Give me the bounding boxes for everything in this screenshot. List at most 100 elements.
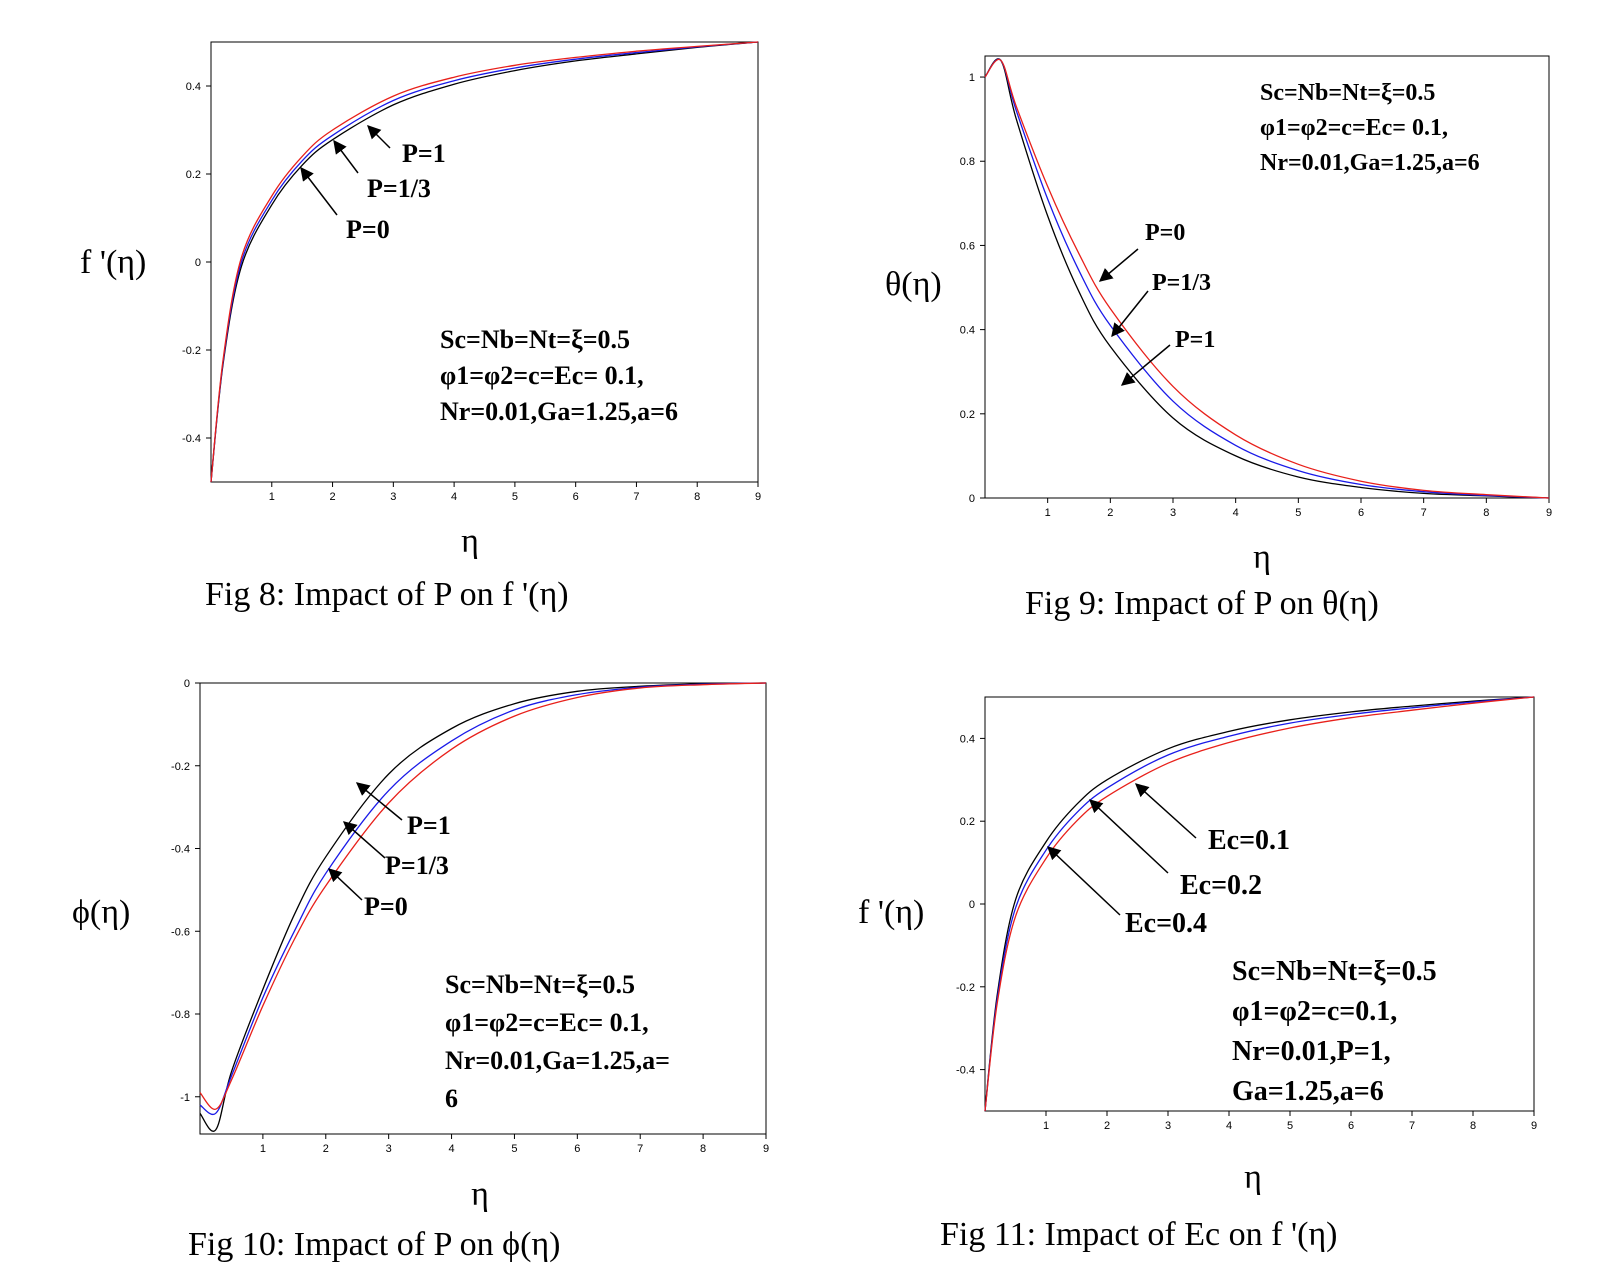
x-tick-label: 5 <box>1295 507 1301 519</box>
y-axis-label: f '(η) <box>858 894 924 931</box>
y-tick-label: 0 <box>969 899 975 911</box>
label-arrow <box>1111 290 1149 338</box>
y-tick-labels: 0.4 0.2 0 -0.2 -0.4 <box>956 733 985 1077</box>
x-tick-label: 5 <box>512 491 518 503</box>
y-axis-label: θ(η) <box>885 266 942 303</box>
x-tick-label: 5 <box>1287 1120 1293 1132</box>
x-tick-labels: 1 2 3 4 5 6 7 8 9 <box>260 1134 769 1155</box>
series-lines <box>199 682 767 1132</box>
series-lines <box>984 696 1535 1112</box>
y-tick-label: -0.2 <box>956 982 975 994</box>
x-tick-label: 8 <box>1470 1120 1476 1132</box>
series-line-p-1 <box>199 682 767 1132</box>
x-tick-label: 7 <box>637 1143 643 1155</box>
y-tick-label: 0.6 <box>960 240 975 252</box>
x-axis-label: η <box>1244 1159 1262 1196</box>
label-arrow <box>1134 783 1197 839</box>
series-line-ec-0-2 <box>984 696 1535 1112</box>
x-tick-label: 4 <box>451 491 457 503</box>
parameter-line: Sc=Nb=Nt=ξ=0.5 <box>1232 956 1437 987</box>
y-tick-label: 0.8 <box>960 156 975 168</box>
x-tick-label: 7 <box>1421 507 1427 519</box>
parameter-line: φ1=φ2=c=Ec= 0.1, <box>440 361 644 390</box>
x-axis-label: η <box>1253 539 1271 576</box>
label-arrow <box>342 821 386 859</box>
curve-label: P=0 <box>346 215 390 244</box>
figure-caption: Fig 8: Impact of P on f '(η) <box>205 576 569 613</box>
curve-label: P=1/3 <box>367 174 431 203</box>
label-arrow <box>1120 344 1171 386</box>
x-tick-label: 8 <box>694 491 700 503</box>
series-line-p-1-3 <box>199 682 767 1116</box>
parameter-line: Sc=Nb=Nt=ξ=0.5 <box>445 970 635 999</box>
x-tick-label: 7 <box>633 491 639 503</box>
parameter-line: Nr=0.01,Ga=1.25,a=6 <box>440 397 678 426</box>
curve-labels: P=1 P=1/3 P=0 <box>300 125 446 244</box>
parameter-box: Sc=Nb=Nt=ξ=0.5 φ1=φ2=c=Ec= 0.1, Nr=0.01,… <box>1260 80 1480 176</box>
parameter-line: φ1=φ2=c=Ec= 0.1, <box>445 1008 649 1037</box>
x-tick-label: 1 <box>269 491 275 503</box>
y-tick-label: 0.2 <box>960 816 975 828</box>
x-tick-label: 6 <box>1348 1120 1354 1132</box>
y-tick-labels: 1 0.8 0.6 0.4 0.2 0 <box>960 72 985 505</box>
y-tick-label: -0.4 <box>956 1065 975 1077</box>
x-tick-label: 6 <box>1358 507 1364 519</box>
y-tick-label: 0.4 <box>960 325 975 337</box>
x-tick-label: 3 <box>390 491 396 503</box>
x-tick-label: 1 <box>1043 1120 1049 1132</box>
label-arrow <box>328 868 363 901</box>
curve-labels: Ec=0.1 Ec=0.2 Ec=0.4 <box>1047 783 1290 939</box>
y-axis-label: ϕ(η) <box>72 894 130 931</box>
label-arrow <box>355 782 403 821</box>
y-tick-label: -0.4 <box>182 433 201 445</box>
label-arrow <box>367 125 391 149</box>
series-line-p-1 <box>984 58 1550 499</box>
x-tick-label: 4 <box>448 1143 454 1155</box>
x-tick-label: 2 <box>323 1143 329 1155</box>
x-tick-label: 4 <box>1233 507 1239 519</box>
x-tick-labels: 1 2 3 4 5 6 7 8 9 <box>269 482 761 503</box>
parameter-line: 6 <box>445 1084 458 1113</box>
series-line-p-1 <box>210 41 759 483</box>
plot-frame <box>199 682 767 1135</box>
x-axis-label: η <box>471 1176 489 1213</box>
x-axis-label: η <box>461 523 479 560</box>
y-tick-label: 0.4 <box>186 81 201 93</box>
y-tick-label: -0.2 <box>171 761 190 773</box>
x-tick-label: 2 <box>1107 507 1113 519</box>
parameter-line: Ga=1.25,a=6 <box>1232 1076 1384 1107</box>
parameter-line: Nr=0.01,Ga=1.25,a=6 <box>1260 150 1480 176</box>
label-arrow <box>1047 846 1121 916</box>
y-tick-label: 0 <box>969 493 975 505</box>
x-tick-label: 7 <box>1409 1120 1415 1132</box>
parameter-line: φ1=φ2=c=Ec= 0.1, <box>1260 115 1448 141</box>
curve-label: P=0 <box>1145 220 1185 246</box>
parameter-line: Sc=Nb=Nt=ξ=0.5 <box>440 325 630 354</box>
curve-label: Ec=0.2 <box>1180 870 1262 901</box>
label-arrow <box>1089 799 1169 874</box>
x-tick-label: 8 <box>700 1143 706 1155</box>
x-tick-label: 3 <box>1170 507 1176 519</box>
y-tick-label: -0.2 <box>182 345 201 357</box>
x-tick-label: 6 <box>573 491 579 503</box>
series-line-p-0 <box>984 58 1550 499</box>
y-tick-label: 0.4 <box>960 733 975 745</box>
x-tick-label: 3 <box>386 1143 392 1155</box>
series-lines <box>984 58 1550 499</box>
parameter-line: φ1=φ2=c=0.1, <box>1232 996 1397 1027</box>
parameter-box: Sc=Nb=Nt=ξ=0.5 φ1=φ2=c=Ec= 0.1, Nr=0.01,… <box>445 970 670 1113</box>
x-tick-label: 2 <box>1104 1120 1110 1132</box>
y-tick-labels: 0.4 0.2 0 -0.2 -0.4 <box>182 81 211 445</box>
curve-label: P=1/3 <box>385 851 449 880</box>
curve-label: P=1 <box>407 811 451 840</box>
series-line-p-1-3 <box>984 58 1550 499</box>
x-tick-label: 8 <box>1483 507 1489 519</box>
x-tick-label: 9 <box>763 1143 769 1155</box>
chart-fig8: 1 2 3 4 5 6 7 8 9 0.4 0.2 0 -0.2 -0.4 f '(η) η Fig 8… <box>80 41 761 613</box>
chart-fig9: 1 2 3 4 5 6 7 8 9 1 0.8 0.6 0.4 0.2 0 θ(η) η Fig 9: I… <box>885 55 1552 622</box>
parameter-box: Sc=Nb=Nt=ξ=0.5 φ1=φ2=c=Ec= 0.1, Nr=0.01,… <box>440 325 678 426</box>
curve-label: P=1 <box>402 139 446 168</box>
curve-labels: P=0 P=1/3 P=1 <box>1098 220 1215 386</box>
figure-caption: Fig 10: Impact of P on ϕ(η) <box>188 1226 561 1263</box>
